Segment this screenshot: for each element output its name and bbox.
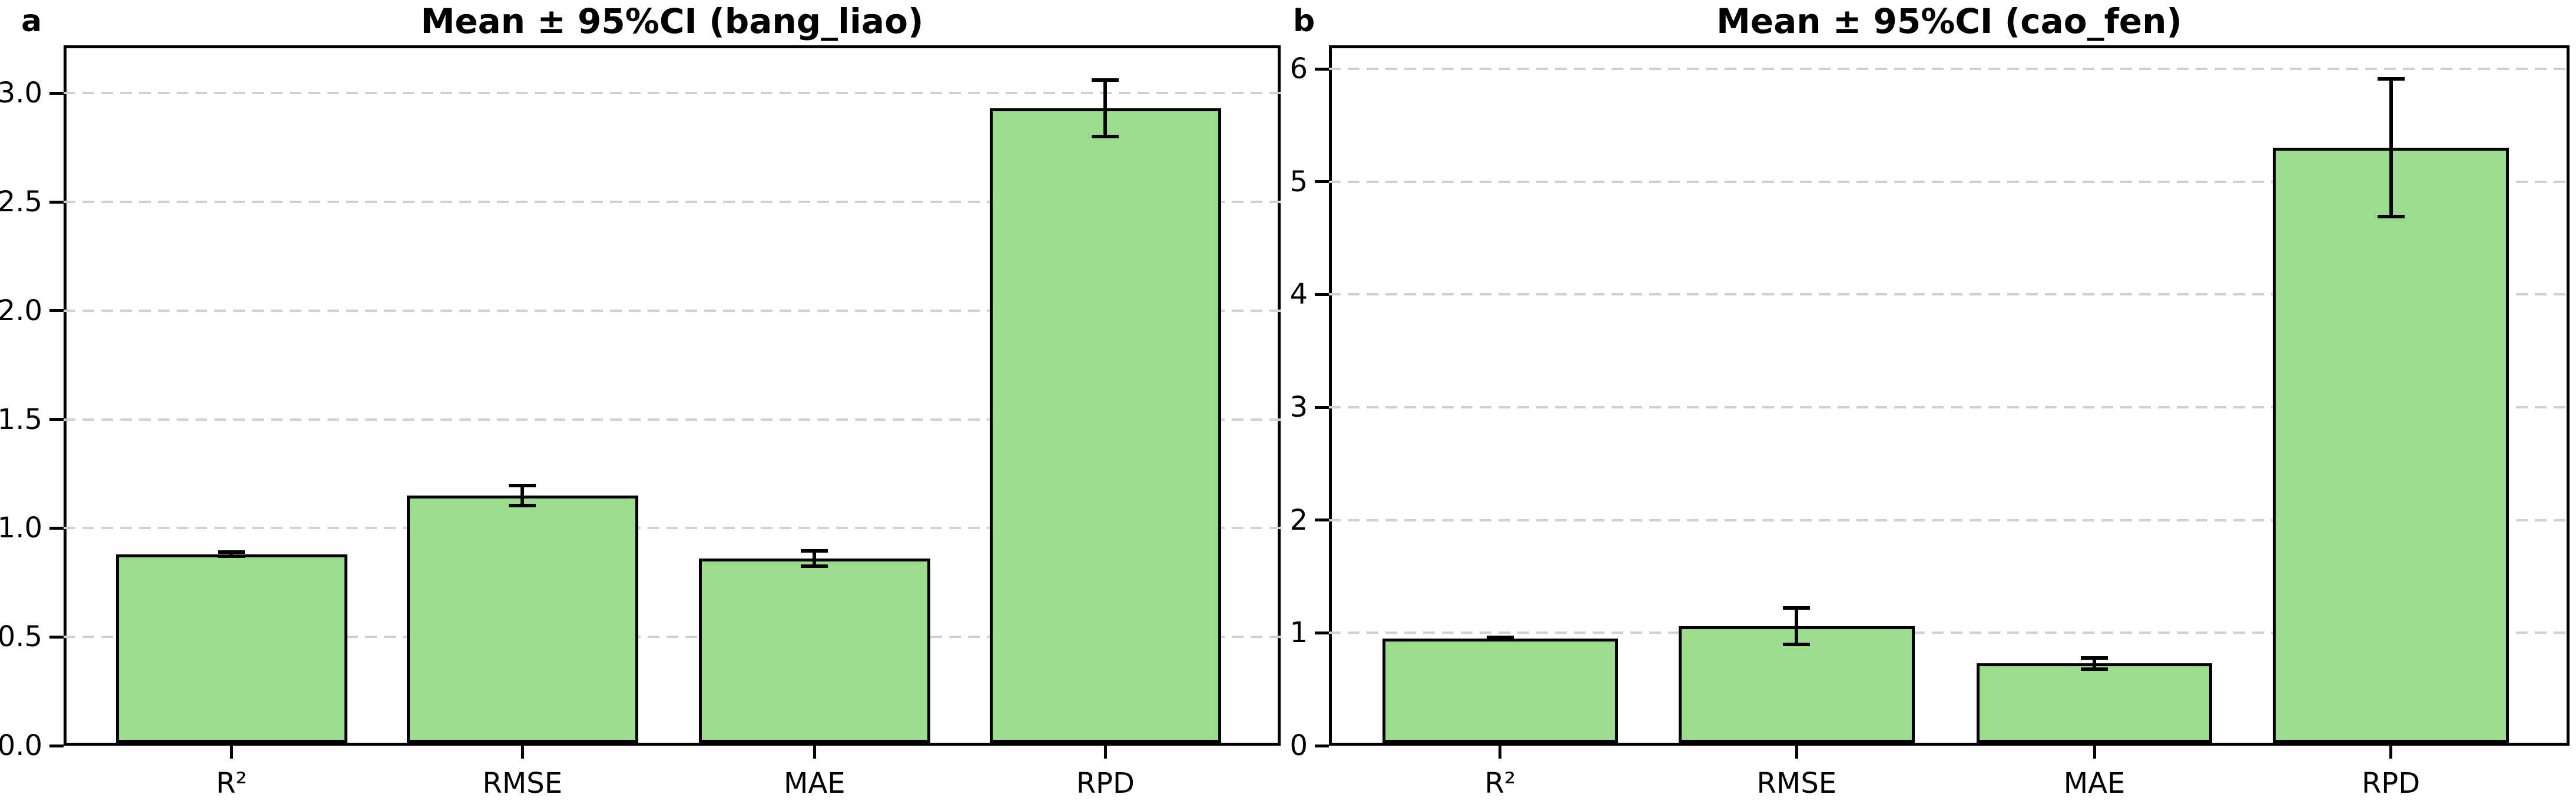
y-tick-label-b: 6 bbox=[1289, 52, 1308, 86]
y-tick-label-a: 1.5 bbox=[0, 403, 42, 436]
error-bar-cap-top-a-2 bbox=[801, 549, 828, 553]
y-tick-mark-a bbox=[49, 309, 64, 313]
chart-title-b: Mean ± 95%CI (cao_fen) bbox=[1716, 1, 2182, 41]
h-gridline-a bbox=[64, 636, 1281, 639]
bar-b-0 bbox=[1382, 638, 1618, 743]
x-tick-mark-a bbox=[230, 746, 233, 759]
y-tick-label-b: 1 bbox=[1289, 616, 1308, 650]
y-tick-mark-a bbox=[49, 635, 64, 639]
x-tick-label-b-3: RPD bbox=[2361, 767, 2421, 800]
error-bar-cap-bottom-b-1 bbox=[1783, 642, 1811, 646]
x-tick-label-a-1: RMSE bbox=[482, 767, 563, 800]
y-tick-label-b: 2 bbox=[1289, 503, 1308, 537]
y-tick-label-b: 5 bbox=[1289, 165, 1308, 198]
y-tick-label-a: 1.0 bbox=[0, 511, 42, 545]
x-tick-label-b-0: R² bbox=[1484, 767, 1516, 800]
y-tick-label-a: 2.0 bbox=[0, 294, 42, 327]
x-tick-label-a-0: R² bbox=[216, 767, 247, 800]
x-tick-label-a-2: MAE bbox=[784, 767, 846, 800]
y-tick-label-b: 3 bbox=[1289, 391, 1308, 424]
bar-b-3 bbox=[2273, 148, 2509, 743]
y-tick-mark-a bbox=[49, 200, 64, 204]
error-bar-cap-top-b-3 bbox=[2377, 77, 2405, 81]
y-tick-label-b: 4 bbox=[1289, 278, 1308, 311]
y-tick-mark-b bbox=[1315, 180, 1329, 184]
y-tick-mark-b bbox=[1315, 406, 1329, 409]
h-gridline-a bbox=[64, 92, 1281, 95]
x-tick-label-a-3: RPD bbox=[1076, 767, 1135, 800]
y-tick-mark-b bbox=[1315, 631, 1329, 634]
h-gridline-b bbox=[1329, 406, 2570, 409]
x-tick-mark-a bbox=[813, 746, 816, 759]
x-tick-mark-b bbox=[1498, 746, 1502, 759]
h-gridline-b bbox=[1329, 632, 2570, 634]
y-tick-label-a: 0.5 bbox=[0, 620, 42, 654]
error-bar-cap-bottom-a-0 bbox=[218, 554, 246, 559]
error-bar-cap-bottom-a-3 bbox=[1092, 135, 1119, 139]
error-bar-stem-a-3 bbox=[1103, 80, 1108, 137]
bar-a-3 bbox=[989, 108, 1221, 743]
h-gridline-b bbox=[1329, 180, 2570, 183]
error-bar-cap-bottom-a-2 bbox=[801, 564, 828, 569]
x-tick-mark-a bbox=[520, 746, 524, 759]
y-tick-mark-b bbox=[1315, 744, 1329, 747]
panel-letter-a: a bbox=[21, 4, 42, 39]
bar-b-2 bbox=[1976, 663, 2213, 743]
error-bar-cap-top-b-2 bbox=[2081, 656, 2108, 660]
error-bar-stem-a-1 bbox=[520, 486, 525, 506]
error-bar-cap-bottom-a-1 bbox=[509, 503, 536, 507]
x-tick-label-b-1: RMSE bbox=[1756, 767, 1837, 800]
error-bar-cap-top-b-0 bbox=[1486, 636, 1514, 640]
y-tick-mark-b bbox=[1315, 519, 1329, 522]
error-bar-cap-bottom-b-2 bbox=[2081, 667, 2108, 671]
error-bar-cap-top-a-1 bbox=[509, 484, 536, 488]
y-tick-mark-a bbox=[49, 744, 64, 747]
panel-letter-b: b bbox=[1293, 4, 1315, 39]
h-gridline-a bbox=[64, 309, 1281, 312]
y-tick-label-a: 0.0 bbox=[0, 729, 42, 762]
y-tick-mark-b bbox=[1315, 67, 1329, 71]
error-bar-cap-bottom-b-3 bbox=[2377, 215, 2405, 219]
y-tick-mark-b bbox=[1315, 293, 1329, 296]
error-bar-cap-top-b-1 bbox=[1783, 606, 1811, 610]
x-tick-label-b-2: MAE bbox=[2063, 767, 2126, 800]
y-tick-label-b: 0 bbox=[1289, 729, 1308, 762]
plot-area-a bbox=[64, 45, 1281, 746]
h-gridline-b bbox=[1329, 519, 2570, 521]
y-tick-mark-a bbox=[49, 418, 64, 421]
x-tick-mark-b bbox=[2389, 746, 2393, 759]
h-gridline-b bbox=[1329, 293, 2570, 296]
error-bar-stem-b-3 bbox=[2389, 79, 2393, 217]
bar-a-1 bbox=[406, 496, 638, 743]
error-bar-cap-bottom-b-0 bbox=[1486, 637, 1514, 642]
chart-title-a: Mean ± 95%CI (bang_liao) bbox=[420, 1, 924, 41]
bar-a-2 bbox=[698, 559, 930, 743]
plot-area-b bbox=[1329, 45, 2570, 746]
y-tick-label-a: 3.0 bbox=[0, 77, 42, 110]
h-gridline-b bbox=[1329, 68, 2570, 71]
h-gridline-a bbox=[64, 418, 1281, 421]
x-tick-mark-a bbox=[1103, 746, 1107, 759]
h-gridline-a bbox=[64, 201, 1281, 204]
error-bar-stem-b-2 bbox=[2093, 657, 2097, 669]
h-gridline-a bbox=[64, 527, 1281, 530]
y-tick-mark-a bbox=[49, 526, 64, 530]
error-bar-stem-b-1 bbox=[1795, 608, 1799, 644]
x-tick-mark-b bbox=[1795, 746, 1798, 759]
error-bar-cap-top-a-0 bbox=[218, 550, 246, 554]
error-bar-cap-top-a-3 bbox=[1092, 78, 1119, 82]
y-tick-mark-a bbox=[49, 91, 64, 95]
bar-a-0 bbox=[115, 554, 347, 743]
y-tick-label-a: 2.5 bbox=[0, 185, 42, 219]
error-bar-stem-a-0 bbox=[230, 552, 234, 557]
error-bar-stem-a-2 bbox=[813, 551, 817, 567]
x-tick-mark-b bbox=[2093, 746, 2096, 759]
